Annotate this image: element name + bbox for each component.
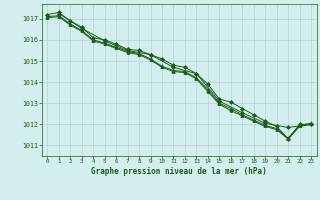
X-axis label: Graphe pression niveau de la mer (hPa): Graphe pression niveau de la mer (hPa) [91,167,267,176]
